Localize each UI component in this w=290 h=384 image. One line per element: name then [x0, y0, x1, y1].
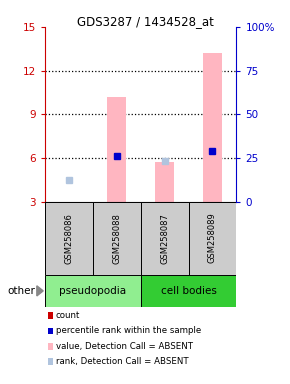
Bar	[141, 275, 236, 307]
Polygon shape	[37, 286, 43, 296]
Text: pseudopodia: pseudopodia	[59, 286, 126, 296]
Bar	[141, 202, 188, 275]
Text: GSM258089: GSM258089	[208, 213, 217, 263]
Bar	[107, 97, 126, 202]
Text: rank, Detection Call = ABSENT: rank, Detection Call = ABSENT	[56, 357, 188, 366]
Text: value, Detection Call = ABSENT: value, Detection Call = ABSENT	[56, 341, 193, 351]
Text: GSM258088: GSM258088	[112, 213, 121, 263]
Text: percentile rank within the sample: percentile rank within the sample	[56, 326, 201, 335]
Bar	[45, 275, 141, 307]
Bar	[203, 53, 222, 202]
Bar	[155, 162, 174, 202]
Text: cell bodies: cell bodies	[161, 286, 216, 296]
Bar	[93, 202, 141, 275]
Text: other: other	[7, 286, 35, 296]
Bar	[45, 202, 93, 275]
Text: GSM258086: GSM258086	[64, 213, 73, 263]
Text: GSM258087: GSM258087	[160, 213, 169, 263]
Text: count: count	[56, 311, 80, 320]
Text: GDS3287 / 1434528_at: GDS3287 / 1434528_at	[77, 15, 213, 28]
Bar	[188, 202, 236, 275]
